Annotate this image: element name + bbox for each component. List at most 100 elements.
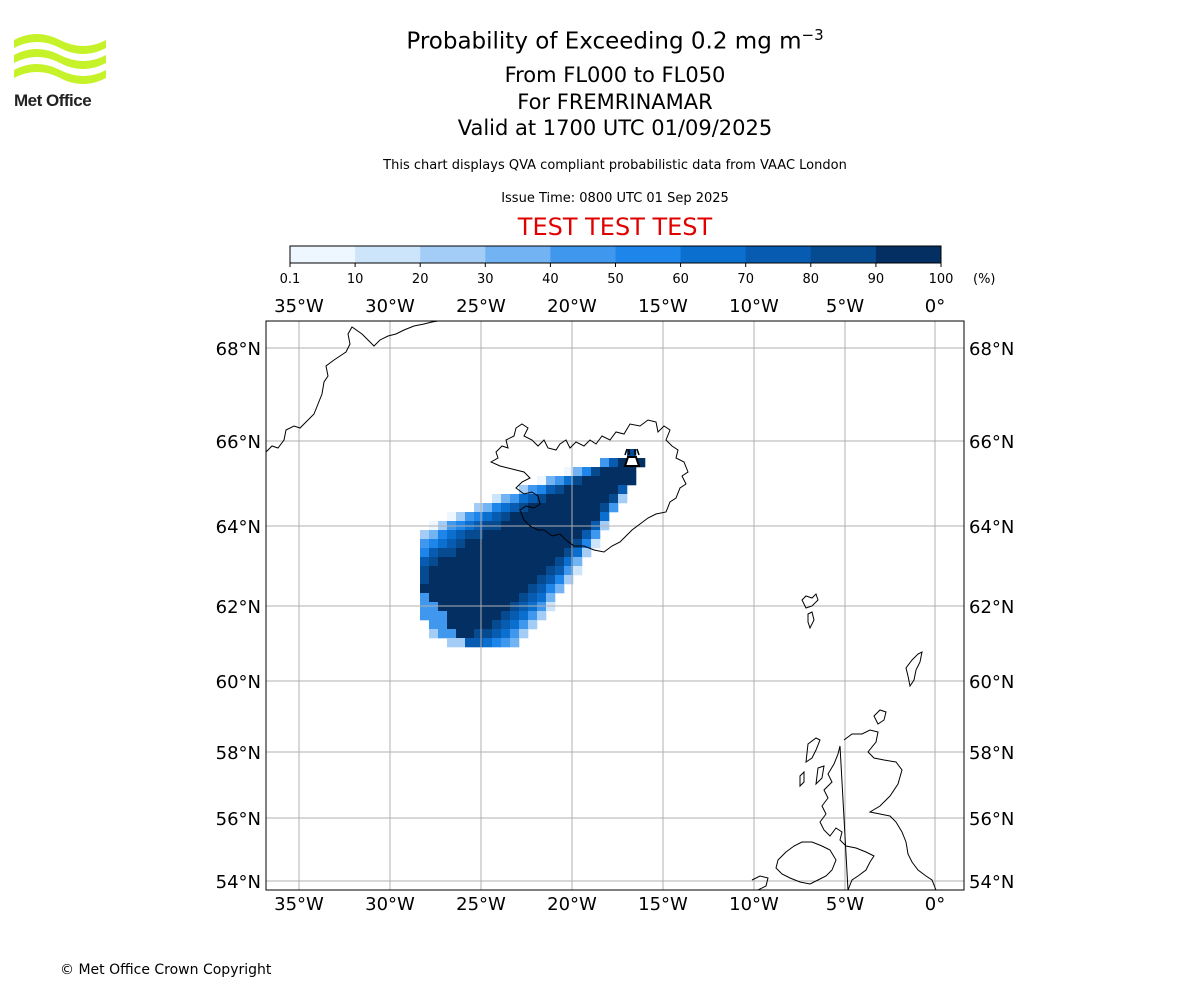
probability-cell (474, 593, 484, 603)
lat-label-left: 68°N (216, 339, 261, 360)
probability-cell (510, 611, 520, 621)
iceland-coast (489, 419, 689, 553)
map-frame (265, 320, 965, 891)
colorbar-unit: (%) (973, 272, 996, 287)
colorbar-tick-label: 30 (477, 272, 494, 287)
lon-label-top: 25°W (456, 296, 506, 317)
probability-cell (573, 557, 583, 567)
probability-cell (537, 584, 547, 594)
probability-cell (492, 503, 502, 513)
probability-cell (483, 575, 493, 585)
probability-cell (573, 503, 583, 513)
lon-label-top: 5°W (826, 296, 864, 317)
lon-label-bottom: 20°W (547, 894, 597, 915)
probability-cell (582, 503, 592, 513)
probability-cell (447, 629, 457, 639)
probability-cell (528, 530, 538, 540)
probability-cell (474, 566, 484, 576)
lon-label-top: 0° (925, 296, 945, 317)
probability-cell (483, 548, 493, 558)
probability-cell (465, 539, 475, 549)
probability-cell (528, 494, 538, 504)
probability-cell (546, 503, 556, 513)
met-office-logo-icon (14, 34, 106, 84)
probability-cell (528, 512, 538, 522)
probability-cell (465, 557, 475, 567)
probability-cell (636, 458, 646, 468)
lat-label-left: 66°N (216, 432, 261, 453)
probability-cell (492, 638, 502, 648)
data-source-note: This chart displays QVA compliant probab… (383, 158, 847, 173)
probability-cell (537, 575, 547, 585)
probability-cell (420, 566, 430, 576)
probability-cell (447, 575, 457, 585)
probability-cell (591, 512, 601, 522)
probability-cell (591, 539, 601, 549)
probability-cell (573, 548, 583, 558)
probability-cell (537, 530, 547, 540)
probability-cell (474, 512, 484, 522)
probability-cell (564, 503, 574, 513)
lon-label-bottom: 35°W (274, 894, 324, 915)
lat-label-right: 68°N (969, 339, 1014, 360)
probability-cell (537, 611, 547, 621)
probability-cell (429, 629, 439, 639)
britain-coast (819, 729, 937, 890)
colorbar-tick-label: 80 (803, 272, 820, 287)
lat-label-right: 54°N (969, 872, 1014, 893)
probability-cell (591, 485, 601, 495)
probability-cell (438, 629, 448, 639)
probability-cell (456, 629, 466, 639)
probability-cell (501, 512, 511, 522)
probability-cell (492, 593, 502, 603)
probability-cell (429, 584, 439, 594)
probability-cell (591, 530, 601, 540)
colorbar-segment (290, 246, 356, 263)
colorbar-segment (485, 246, 551, 263)
colorbar-tick-label: 70 (737, 272, 754, 287)
probability-cell (474, 575, 484, 585)
probability-cell (483, 611, 493, 621)
probability-cell (528, 485, 538, 495)
probability-cell (555, 575, 565, 585)
probability-cell (420, 557, 430, 567)
probability-cell (573, 494, 583, 504)
probability-cell (492, 557, 502, 567)
probability-cell (447, 512, 457, 522)
probability-cell (591, 503, 601, 513)
probability-cell (474, 530, 484, 540)
probability-cell (492, 566, 502, 576)
lat-label-left: 58°N (216, 743, 261, 764)
probability-cell (465, 611, 475, 621)
probability-cell (609, 467, 619, 477)
probability-cell (564, 467, 574, 477)
probability-cell (519, 629, 529, 639)
probability-cell (555, 557, 565, 567)
colorbar-segment (680, 246, 747, 263)
probability-cell (447, 539, 457, 549)
probability-cell (429, 539, 439, 549)
lon-label-top: 10°W (729, 296, 779, 317)
probability-cell (564, 476, 574, 486)
probability-cell (537, 602, 547, 612)
probability-cell (456, 611, 466, 621)
lat-label-left: 62°N (216, 597, 261, 618)
probability-cell (456, 557, 466, 567)
probability-cell (564, 566, 574, 576)
test-banner: TEST TEST TEST (517, 213, 713, 241)
colorbar-tick-label: 90 (868, 272, 885, 287)
probability-cell (510, 566, 520, 576)
probability-cell (456, 638, 466, 648)
probability-cell (492, 584, 502, 594)
colorbar-segment (355, 246, 421, 263)
probability-cell (519, 557, 529, 567)
probability-cell (600, 458, 610, 468)
probability-cell (474, 548, 484, 558)
probability-cell (474, 638, 484, 648)
faroe-coast (801, 593, 819, 630)
probability-cell (582, 530, 592, 540)
probability-cell (528, 602, 538, 612)
lat-label-left: 56°N (216, 809, 261, 830)
probability-cell (474, 557, 484, 567)
probability-cell (600, 485, 610, 495)
